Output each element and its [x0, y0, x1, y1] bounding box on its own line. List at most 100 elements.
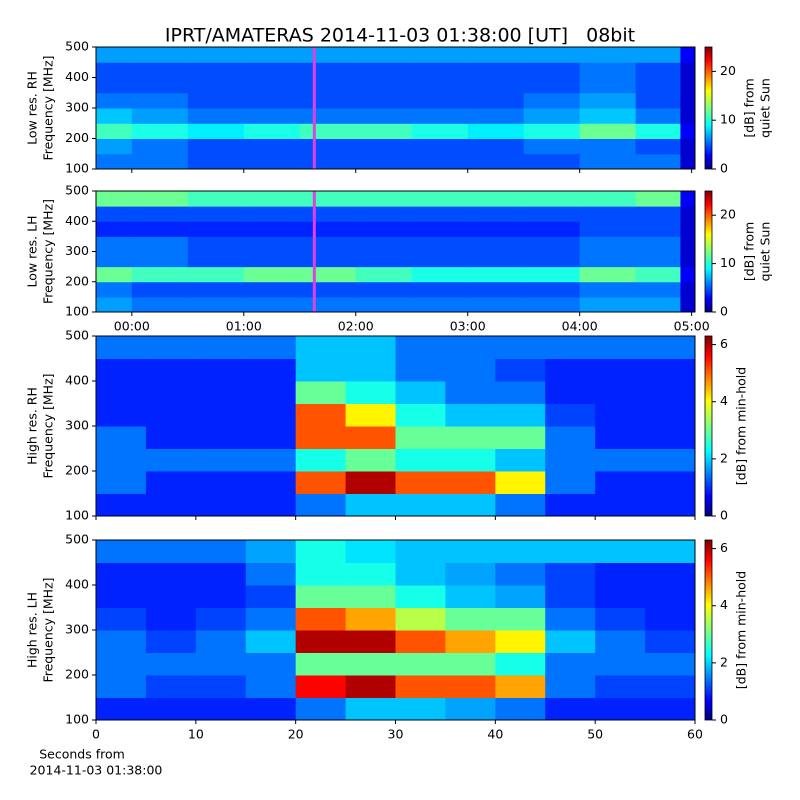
heat-cell [131, 221, 189, 237]
heat-cell [645, 381, 696, 404]
heat-cell [195, 630, 247, 653]
heat-cell [595, 652, 646, 676]
heat-cell [635, 77, 681, 94]
heat-cell [645, 358, 696, 382]
heat-cell [395, 471, 446, 494]
heat-cell [595, 697, 646, 721]
heat-cell [635, 221, 681, 237]
x-tick-label: 20 [288, 727, 304, 742]
heat-cell [245, 403, 297, 427]
heat-cell [243, 221, 301, 237]
heat-cell [495, 381, 546, 404]
heat-cell [295, 493, 347, 517]
heat-cell [243, 47, 301, 63]
heat-cell [295, 585, 347, 608]
heat-cell [595, 675, 646, 698]
heat-cell [545, 381, 596, 404]
y-tick-label: 300 [65, 418, 89, 433]
heat-cell [299, 191, 357, 207]
heat-cell [245, 336, 297, 359]
y-tick-label: 500 [65, 39, 89, 54]
heat-cell [595, 358, 646, 382]
heat-cell [96, 191, 133, 207]
heat-cell [445, 471, 496, 494]
colorbar-tick-label: 2 [720, 450, 728, 465]
heat-cell [299, 77, 357, 94]
heat-cell [645, 585, 696, 608]
heat-cell [96, 92, 133, 109]
y-tick-label: 400 [65, 213, 89, 228]
colorbar-tick-label: 10 [720, 255, 736, 270]
heat-cell [579, 153, 637, 170]
heat-cell [635, 251, 681, 268]
heat-cell [345, 471, 396, 494]
heat-cell [131, 138, 189, 155]
heat-cell [395, 358, 446, 382]
heat-cell [635, 236, 681, 252]
heat-cell [295, 336, 347, 359]
heat-cell [680, 108, 696, 124]
heat-cell [345, 448, 396, 472]
colorbar-tick-label: 4 [720, 597, 728, 612]
y-label: High res. LH [25, 592, 40, 668]
x-tick-label: 05:00 [674, 319, 710, 334]
heat-cell [187, 191, 245, 207]
heat-cell [445, 426, 496, 449]
heat-cell [645, 493, 696, 517]
heat-cell [545, 336, 596, 359]
heat-cell [145, 585, 197, 608]
heat-cell [355, 296, 413, 313]
heat-cell [299, 153, 357, 170]
heat-cell [345, 540, 396, 563]
heat-cell [96, 540, 147, 563]
x-tick-label: 00:00 [114, 319, 150, 334]
heat-cell [96, 471, 147, 494]
heat-cell [243, 92, 301, 109]
y-label: High res. RH [25, 387, 40, 465]
heat-cell [145, 675, 197, 698]
heat-cell [411, 266, 469, 283]
heat-cell [411, 108, 469, 124]
heat-cell [131, 123, 189, 139]
colorbar-label: [dB] from [742, 222, 757, 281]
heat-cell [187, 281, 245, 298]
heat-cell [145, 562, 197, 586]
heat-cell [96, 381, 147, 404]
y-tick-label: 200 [65, 130, 89, 145]
colorbar-tick-label: 2 [720, 654, 728, 669]
heat-cell [595, 607, 646, 631]
heat-cell [195, 697, 247, 721]
heat-cell [187, 62, 245, 78]
heat-cell [523, 92, 581, 109]
heat-cell [96, 221, 133, 237]
heat-cell [96, 697, 147, 721]
heat-cell [195, 562, 247, 586]
heat-cell [523, 206, 581, 222]
y-label: Low res. LH [25, 216, 40, 288]
heat-cell [355, 138, 413, 155]
heat-cell [595, 403, 646, 427]
heat-cell [187, 47, 245, 63]
heat-cell [295, 697, 347, 721]
heat-cell [579, 108, 637, 124]
heat-cell [96, 123, 133, 139]
heat-cell [411, 123, 469, 139]
heat-cell [595, 630, 646, 653]
heat-cell [131, 236, 189, 252]
heat-cell [579, 191, 637, 207]
heat-cell [545, 562, 596, 586]
y-tick-label: 100 [65, 304, 89, 319]
heat-cell [495, 493, 546, 517]
y-tick-label: 200 [65, 273, 89, 288]
heat-cell [131, 296, 189, 313]
heat-cell [295, 630, 347, 653]
heat-cell [131, 251, 189, 268]
heat-cell [523, 281, 581, 298]
heat-cell [243, 296, 301, 313]
heat-cell [195, 540, 247, 563]
heat-cell [545, 493, 596, 517]
heat-cell [495, 697, 546, 721]
y-label: Frequency [MHz] [41, 55, 56, 160]
heat-cell [595, 471, 646, 494]
heat-cell [243, 281, 301, 298]
